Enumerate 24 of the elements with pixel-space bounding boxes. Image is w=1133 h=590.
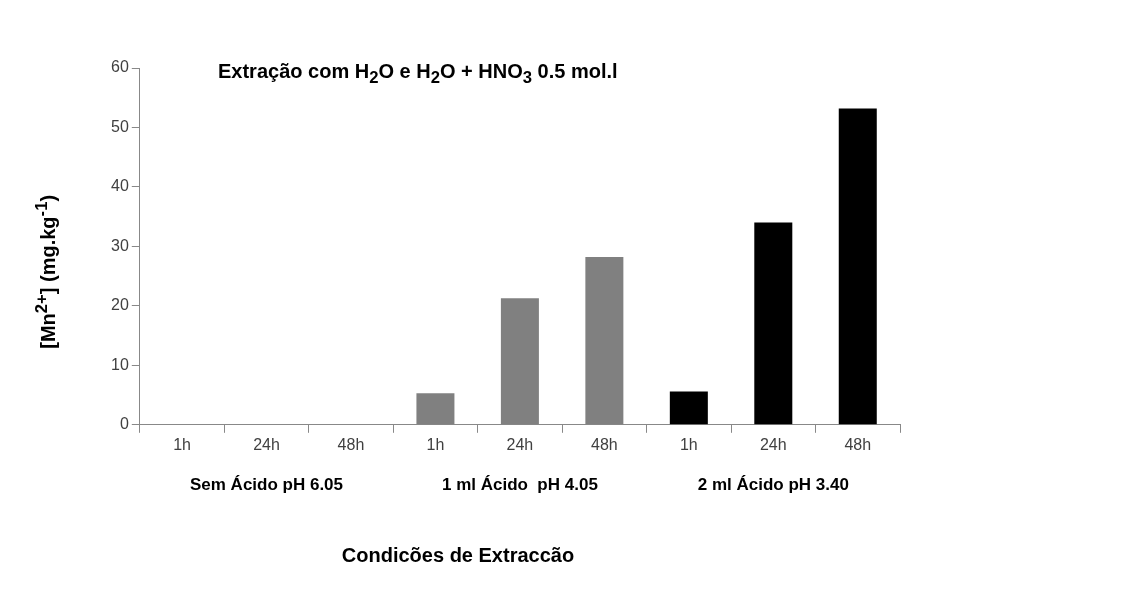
y-tick-label: 20 [111,296,129,314]
y-tick-label: 50 [111,117,129,135]
chart-title: Extração com H$_{2}$O e H$_{2}$O + HNO$_{3}$ 0.5 mol.l [218,60,618,88]
x-tick-label: 48h [844,435,872,453]
x-axis-title: Condicões de Extraccão [340,544,576,567]
y-tick-label: 40 [111,177,129,195]
x-tick-label: 1h [173,435,191,453]
text: Sem Ácido pH 6.05 [189,474,344,494]
x-tick-label: 24h [253,435,280,453]
bar [754,222,793,425]
x-tick-label: 1h [426,435,445,453]
x-tick-label: 48h [337,435,365,453]
x-tick-label: 24h [506,435,534,453]
bar [838,108,877,425]
x-tick-label: 24h [759,435,787,453]
text: 1 ml Ácido pH 4.05 [441,474,598,494]
y-tick-label: 30 [111,236,129,254]
text: 2 ml Ácido pH 3.40 [697,474,849,494]
x-tick-label: 1h [679,435,698,453]
bar [669,391,708,425]
y-tick-label: 10 [111,355,129,373]
y-tick-label: 60 [111,58,129,76]
x-tick-label: 48h [591,435,618,453]
y-tick-label: 0 [119,415,129,433]
